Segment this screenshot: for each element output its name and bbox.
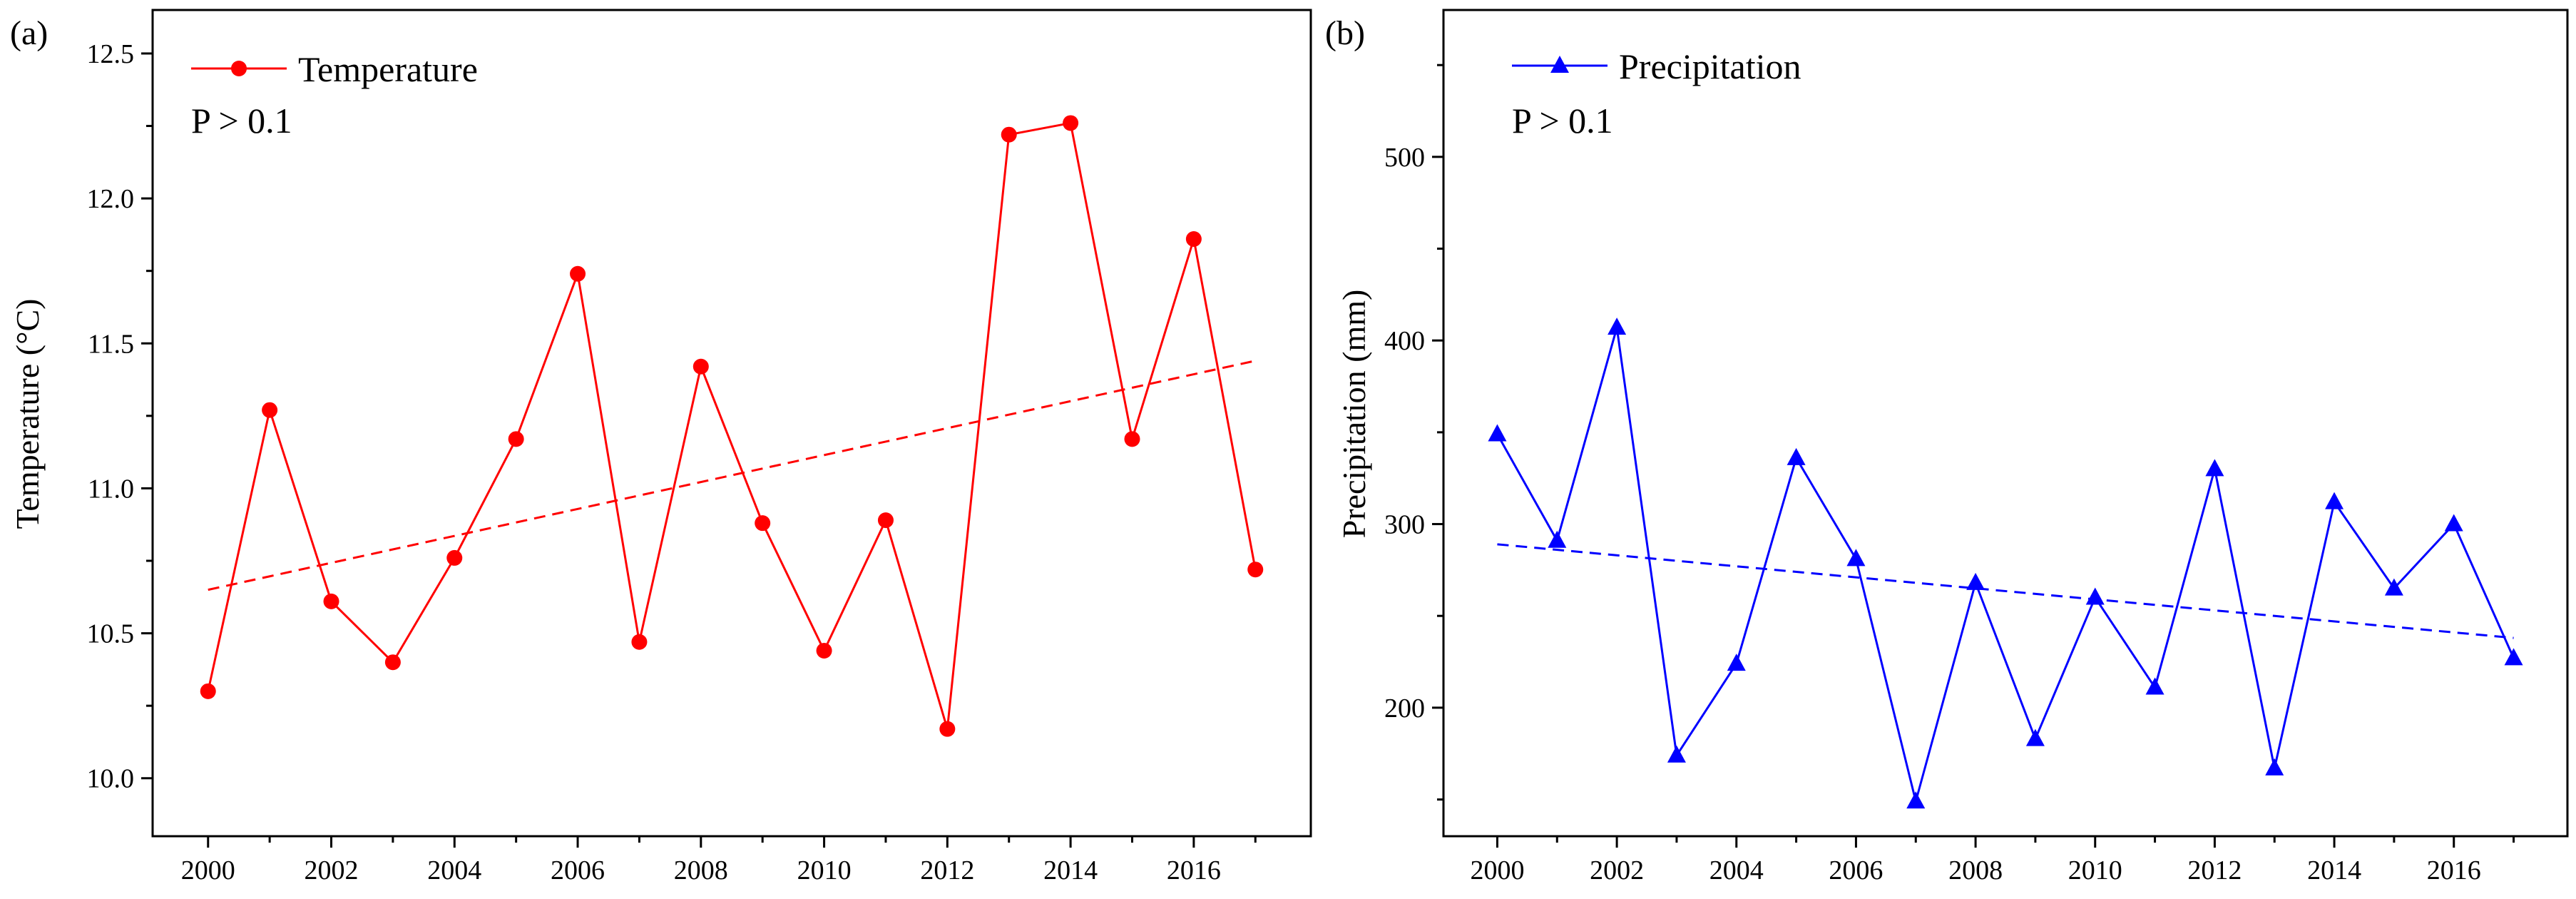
data-point (631, 634, 648, 650)
x-tick-label: 2006 (551, 855, 605, 885)
x-tick-label: 2000 (181, 855, 235, 885)
data-point (2504, 648, 2523, 666)
temperature-panel: (a) Temperature (°C) 10.0 10.5 11.0 11.5 12.… (9, 9, 1312, 885)
legend-marker-icon (1550, 56, 1569, 73)
data-point (1063, 115, 1079, 131)
y-axis-title: Precipitation (mm) (1336, 290, 1372, 539)
data-point (2265, 758, 2284, 776)
data-point (1185, 230, 1202, 247)
y-tick-label: 11.0 (88, 474, 134, 504)
data-point (262, 402, 278, 418)
data-point (2384, 578, 2403, 596)
data-point (1906, 791, 1926, 809)
y-axis-label: Precipitation (mm) (1336, 290, 1372, 539)
panel-label: (a) (10, 14, 48, 52)
y-tick-label: 10.5 (87, 619, 135, 649)
data-point (1667, 745, 1686, 763)
plot-frame (151, 9, 1312, 838)
data-point (692, 358, 709, 375)
x-tick-label: 2008 (1948, 855, 2003, 885)
trend-line (208, 360, 1256, 591)
x-tick-label: 2010 (797, 855, 852, 885)
data-point (2325, 492, 2344, 509)
x-tick-label: 2010 (2068, 855, 2122, 885)
data-point (2444, 514, 2463, 532)
x-tick-label: 2008 (674, 855, 728, 885)
data-point (2145, 677, 2164, 695)
data-point (2205, 459, 2224, 477)
y-tick-label: 500 (1384, 143, 1425, 173)
trend-line (1497, 543, 2514, 639)
y-tick-label: 12.5 (87, 39, 135, 69)
y-axis-ticks: 200 300 400 500 (1384, 64, 1443, 801)
x-tick-label: 2016 (1167, 855, 1221, 885)
precipitation-panel: (b) Precipitation (mm) 200 300 400 500 2000… (1325, 9, 2569, 885)
significance-annotation: P > 0.1 (1512, 101, 1613, 141)
x-axis-ticks: 2000 2002 2004 2006 2008 2010 2012 2014 2016 (181, 836, 1257, 885)
legend-marker-icon (231, 61, 247, 76)
x-tick-label: 2014 (2307, 855, 2361, 885)
data-point (1608, 318, 1627, 335)
data-point (323, 593, 339, 609)
y-axis-ticks: 10.0 10.5 11.0 11.5 12.0 12.5 (87, 39, 153, 794)
series-line (1496, 327, 2515, 806)
data-point (816, 642, 832, 659)
data-point (755, 515, 771, 532)
data-point (446, 549, 463, 566)
data-point (877, 512, 894, 529)
legend-label: Precipitation (1619, 46, 1801, 86)
x-tick-label: 2006 (1829, 855, 1883, 885)
legend: Temperature (191, 49, 478, 89)
x-tick-label: 2014 (1043, 855, 1098, 885)
data-points (200, 115, 1264, 737)
y-axis-label: Temperature (°C) (9, 299, 46, 529)
x-tick-label: 2012 (2187, 855, 2242, 885)
x-tick-label: 2004 (1709, 855, 1764, 885)
data-point (1966, 572, 1985, 590)
x-tick-label: 2012 (920, 855, 974, 885)
data-point (570, 265, 586, 282)
data-point (1727, 654, 1746, 671)
x-tick-label: 2002 (1590, 855, 1644, 885)
panel-label: (b) (1325, 14, 1365, 52)
legend-label: Temperature (298, 49, 478, 89)
x-tick-label: 2002 (305, 855, 359, 885)
data-point (1846, 549, 1866, 567)
y-tick-label: 11.5 (88, 329, 134, 359)
data-point (2085, 587, 2105, 605)
x-tick-label: 2016 (2427, 855, 2481, 885)
y-tick-label: 200 (1384, 694, 1425, 723)
y-tick-label: 12.0 (87, 184, 135, 214)
data-point (1001, 126, 1017, 143)
data-point (1488, 424, 1507, 442)
y-tick-label: 300 (1384, 510, 1425, 540)
data-point (1548, 530, 1567, 548)
y-tick-label: 10.0 (87, 764, 135, 794)
data-point (200, 683, 216, 699)
significance-annotation: P > 0.1 (191, 101, 292, 141)
data-point (939, 721, 956, 737)
data-point (1124, 431, 1140, 447)
data-points (1488, 318, 2523, 809)
x-tick-label: 2004 (427, 855, 481, 885)
data-point (384, 654, 401, 671)
y-axis-title: Temperature (°C) (9, 299, 46, 529)
data-point (2025, 728, 2045, 746)
legend: Precipitation (1512, 46, 1801, 86)
data-point (1787, 447, 1806, 465)
y-tick-label: 400 (1384, 326, 1425, 356)
series-line (207, 121, 1257, 730)
x-tick-label: 2000 (1470, 855, 1524, 885)
plot-frame (1442, 9, 2569, 838)
data-point (508, 431, 524, 447)
x-axis-ticks: 2000 2002 2004 2006 2008 2010 2012 2014 2016 (1470, 836, 2515, 885)
data-point (1247, 562, 1264, 578)
